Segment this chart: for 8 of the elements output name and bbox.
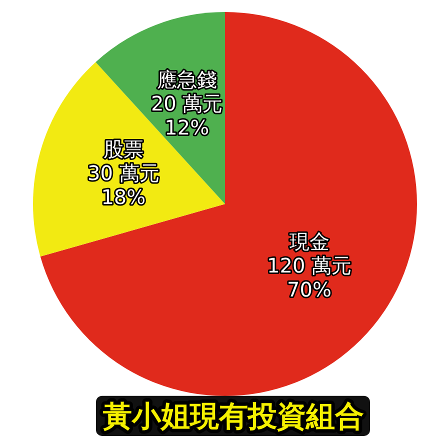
slice-label: 應急錢 [156, 68, 217, 92]
data-label: 20 萬元 12% [150, 92, 223, 140]
text: 黃小姐現有投資組合 [102, 398, 364, 433]
slice-label: 股票 [103, 138, 144, 162]
slice-label: 現金 [289, 230, 330, 254]
pie-slice [40, 12, 417, 396]
data-label: 30 萬元 18% [88, 162, 160, 210]
data-label: 120 萬元 70% [267, 254, 352, 302]
